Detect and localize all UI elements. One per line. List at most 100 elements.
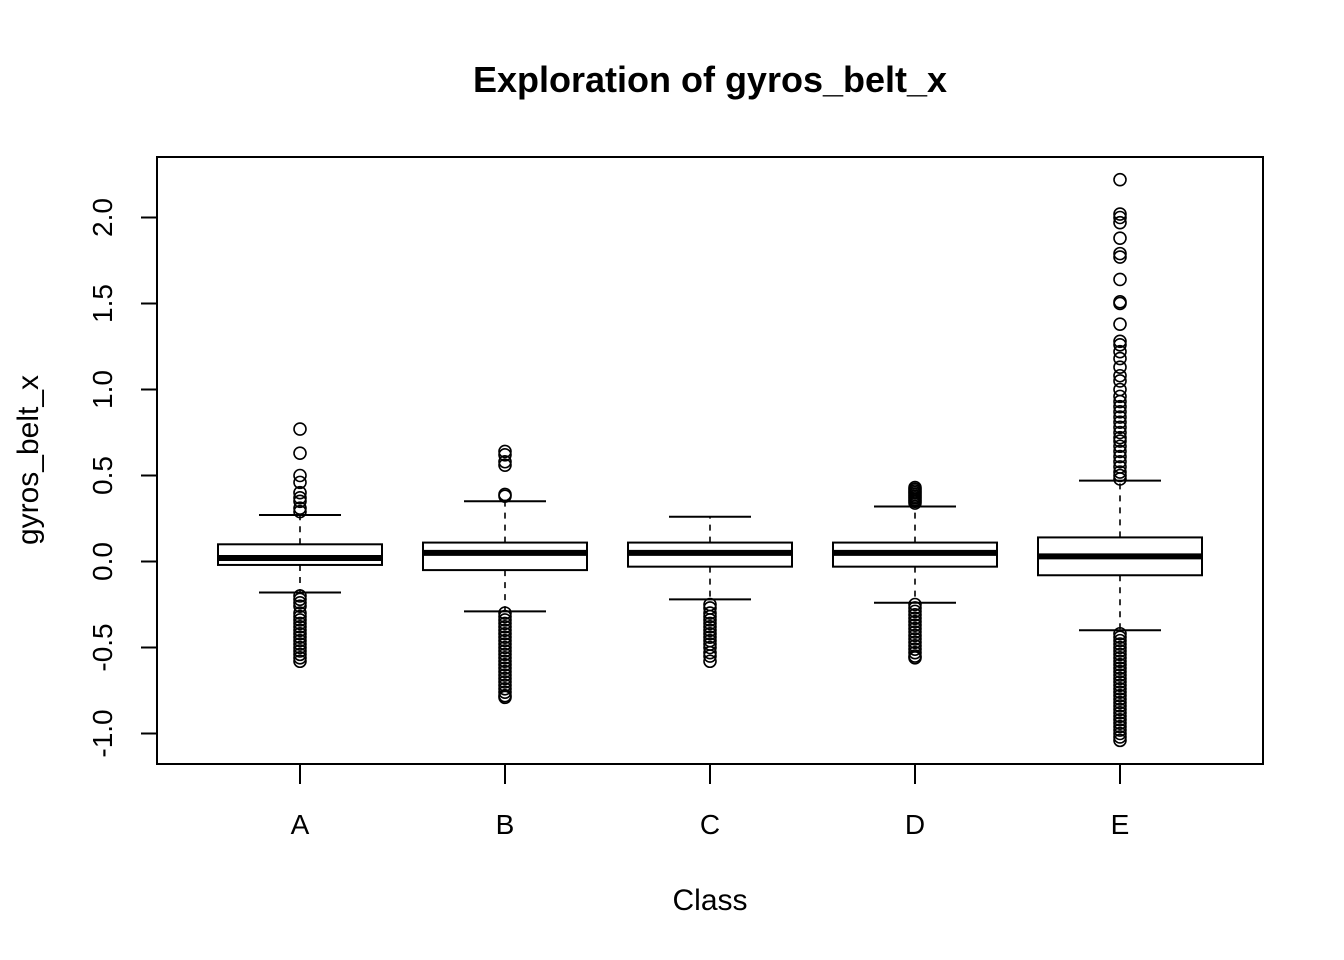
outlier-B-18 <box>498 647 512 662</box>
box-group-D <box>832 480 998 665</box>
y-tick-label-1: -0.5 <box>87 623 118 671</box>
outlier-E-28 <box>1113 434 1127 448</box>
outlier-B-3 <box>498 458 512 472</box>
outlier-B-1 <box>498 448 512 462</box>
outlier-B-26 <box>498 675 512 689</box>
outlier-E-17 <box>1113 374 1127 388</box>
outlier-E-0 <box>1113 172 1127 187</box>
outlier-B-11 <box>498 623 512 638</box>
y-tick-label-2: 0.0 <box>87 542 118 581</box>
y-axis: -1.0 -0.5 0.0 0.5 1.0 1.5 2.0 <box>87 198 157 758</box>
outlier-D-14 <box>908 611 922 626</box>
outlier-B-24 <box>498 668 512 682</box>
outlier-A-10 <box>293 592 307 607</box>
outlier-E-1 <box>1113 207 1127 221</box>
outlier-E-67 <box>1113 730 1127 744</box>
outlier-B-23 <box>498 664 512 679</box>
x-axis-label: Class <box>672 884 747 917</box>
outlier-E-62 <box>1113 712 1127 727</box>
box-group-C <box>627 515 793 669</box>
outlier-E-61 <box>1113 709 1127 724</box>
outlier-A-17 <box>293 620 307 634</box>
outlier-D-26 <box>908 651 922 665</box>
outlier-E-66 <box>1113 726 1127 741</box>
outlier-E-57 <box>1113 695 1127 710</box>
outlier-E-55 <box>1113 688 1127 703</box>
outlier-B-17 <box>498 644 512 658</box>
outlier-E-35 <box>1113 468 1127 483</box>
outlier-B-5 <box>498 489 512 503</box>
outlier-B-12 <box>498 626 512 641</box>
outlier-E-64 <box>1113 719 1127 734</box>
y-tick-label-4: 1.0 <box>87 370 118 409</box>
outlier-B-22 <box>498 661 512 675</box>
box-B <box>422 541 588 572</box>
outlier-E-11 <box>1113 334 1127 349</box>
outlier-E-41 <box>1113 640 1127 655</box>
outlier-D-19 <box>908 628 922 643</box>
outlier-E-14 <box>1113 351 1127 366</box>
outlier-B-2 <box>498 454 512 469</box>
outlier-A-21 <box>293 633 307 648</box>
outlier-A-7 <box>293 501 307 515</box>
outlier-B-15 <box>498 637 512 651</box>
outlier-E-53 <box>1113 681 1127 696</box>
outlier-B-6 <box>498 606 512 620</box>
outlier-E-27 <box>1113 430 1127 445</box>
outlier-C-2 <box>703 606 717 620</box>
outlier-C-13 <box>703 645 717 660</box>
outlier-E-19 <box>1113 389 1127 404</box>
x-tick-label-C: C <box>700 809 720 840</box>
y-tick-label-0: -1.0 <box>87 709 118 757</box>
outlier-E-2 <box>1113 210 1127 225</box>
outlier-E-24 <box>1113 415 1127 429</box>
outlier-D-10 <box>908 597 922 612</box>
outlier-D-15 <box>908 614 922 629</box>
outlier-C-7 <box>703 623 717 638</box>
outlier-E-39 <box>1113 633 1127 648</box>
outlier-E-47 <box>1113 661 1127 675</box>
outlier-E-36 <box>1113 472 1127 486</box>
outlier-E-23 <box>1113 410 1127 424</box>
outlier-C-9 <box>703 630 717 644</box>
outlier-A-11 <box>293 595 307 610</box>
outlier-A-5 <box>293 491 307 505</box>
outlier-E-18 <box>1113 382 1127 397</box>
outlier-E-21 <box>1113 399 1127 414</box>
outlier-A-26 <box>293 651 307 665</box>
outlier-E-46 <box>1113 657 1127 672</box>
outlier-B-25 <box>498 671 512 686</box>
outlier-E-49 <box>1113 668 1127 682</box>
outlier-E-10 <box>1113 317 1127 331</box>
outlier-E-7 <box>1113 272 1127 287</box>
outlier-B-20 <box>498 654 512 669</box>
outlier-A-6 <box>293 494 307 509</box>
outlier-E-29 <box>1113 439 1127 454</box>
outlier-A-0 <box>293 422 307 436</box>
outlier-C-8 <box>703 626 717 641</box>
outlier-E-45 <box>1113 654 1127 669</box>
outlier-E-54 <box>1113 685 1127 700</box>
outlier-E-9 <box>1113 296 1127 311</box>
outlier-E-65 <box>1113 723 1127 737</box>
outlier-E-13 <box>1113 344 1127 359</box>
outlier-E-4 <box>1113 231 1127 245</box>
plot-frame <box>156 156 1264 765</box>
outlier-B-10 <box>498 620 512 634</box>
outlier-E-51 <box>1113 675 1127 689</box>
outlier-D-11 <box>908 601 922 615</box>
chart-title: Exploration of gyros_belt_x <box>473 59 947 100</box>
outlier-B-21 <box>498 657 512 672</box>
outlier-E-5 <box>1113 246 1127 261</box>
outlier-E-34 <box>1113 465 1127 479</box>
outlier-E-3 <box>1113 215 1127 230</box>
outlier-D-9 <box>908 496 922 510</box>
outlier-B-7 <box>498 609 512 624</box>
outlier-E-68 <box>1113 733 1127 748</box>
outlier-A-12 <box>293 599 307 614</box>
outlier-E-63 <box>1113 716 1127 730</box>
outlier-C-12 <box>703 640 717 655</box>
outlier-D-13 <box>908 608 922 622</box>
outlier-A-8 <box>293 504 307 519</box>
outlier-E-30 <box>1113 444 1127 459</box>
